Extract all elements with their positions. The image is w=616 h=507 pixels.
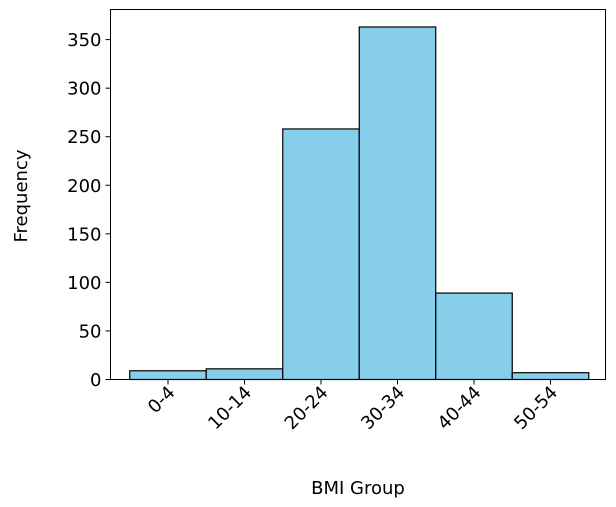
bars-group xyxy=(129,26,590,381)
plot-frame xyxy=(110,9,606,380)
x-tick-label: 0-4 xyxy=(144,382,180,418)
y-tick-label: 0 xyxy=(90,370,101,391)
x-axis-label: BMI Group xyxy=(311,478,405,499)
x-axis: 0-4 10-14 20-24 30-34 40-44 50-54 xyxy=(144,379,562,434)
y-tick-label: 50 xyxy=(79,321,102,342)
bar-50-54 xyxy=(511,372,590,381)
y-tick-label: 250 xyxy=(67,127,101,148)
y-tick-label: 100 xyxy=(67,273,101,294)
bar-30-34 xyxy=(358,26,437,381)
y-axis: 0 50 100 150 200 250 300 350 xyxy=(67,30,111,391)
x-tick-label: 30-34 xyxy=(357,382,409,434)
x-tick-label: 10-14 xyxy=(204,382,256,434)
y-tick-label: 200 xyxy=(67,176,101,197)
y-tick-label: 350 xyxy=(67,30,101,51)
x-tick-label: 20-24 xyxy=(281,382,333,434)
bar-10-14 xyxy=(205,368,284,381)
y-tick-label: 300 xyxy=(67,79,101,100)
y-axis-label: Frequency xyxy=(11,149,32,242)
bar-40-44 xyxy=(435,292,513,381)
bar-20-24 xyxy=(282,128,360,381)
x-tick-label: 50-54 xyxy=(510,382,562,434)
x-tick-label: 40-44 xyxy=(434,382,486,434)
y-tick-label: 150 xyxy=(67,224,101,245)
bar-0-4 xyxy=(129,370,207,381)
